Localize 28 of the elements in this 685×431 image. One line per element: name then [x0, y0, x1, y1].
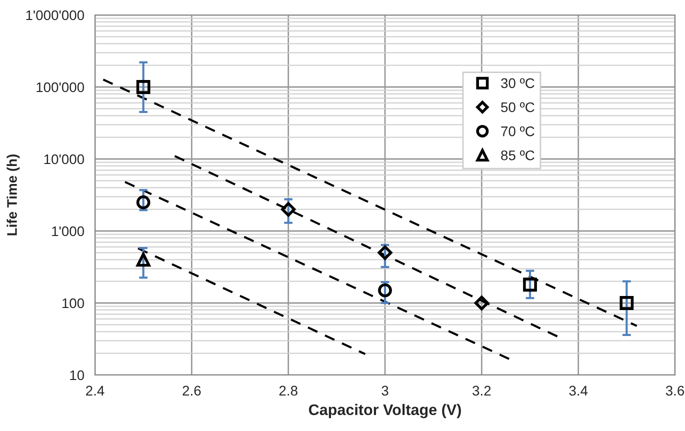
y-tick-label: 1'000'000 — [26, 10, 84, 20]
y-tick-label: 1'000 — [52, 226, 84, 236]
point — [523, 278, 537, 292]
x-tick-label: 3.2 — [472, 386, 491, 396]
x-tick-label: 3.6 — [666, 386, 684, 396]
x-tick-label: 2.6 — [182, 386, 201, 396]
y-tick-label: 100 — [62, 298, 84, 308]
point — [136, 195, 150, 210]
y-tick-label: 10'000 — [44, 154, 84, 164]
x-tick-label: 2.4 — [86, 386, 104, 396]
point — [281, 202, 296, 217]
x-tick-label: 3.4 — [569, 386, 588, 396]
x-tick-label: 2.8 — [279, 386, 298, 396]
point — [620, 296, 634, 310]
x-axis-title: Capacitor Voltage (V) — [308, 404, 461, 418]
y-axis-title: Life Time (h) — [6, 154, 20, 236]
point — [136, 252, 150, 267]
point — [136, 80, 150, 94]
legend-label: 30 ºC — [501, 78, 534, 88]
legend-label: 70 ºC — [501, 126, 534, 136]
x-tick-label: 3 — [382, 386, 388, 396]
legend-label: 85 ºC — [501, 150, 534, 160]
legend-label: 50 ºC — [501, 102, 534, 112]
point — [378, 245, 392, 260]
y-tick-label: 10 — [70, 370, 84, 380]
point — [474, 296, 489, 310]
y-tick-label: 100'000 — [36, 82, 84, 92]
point — [378, 283, 392, 298]
